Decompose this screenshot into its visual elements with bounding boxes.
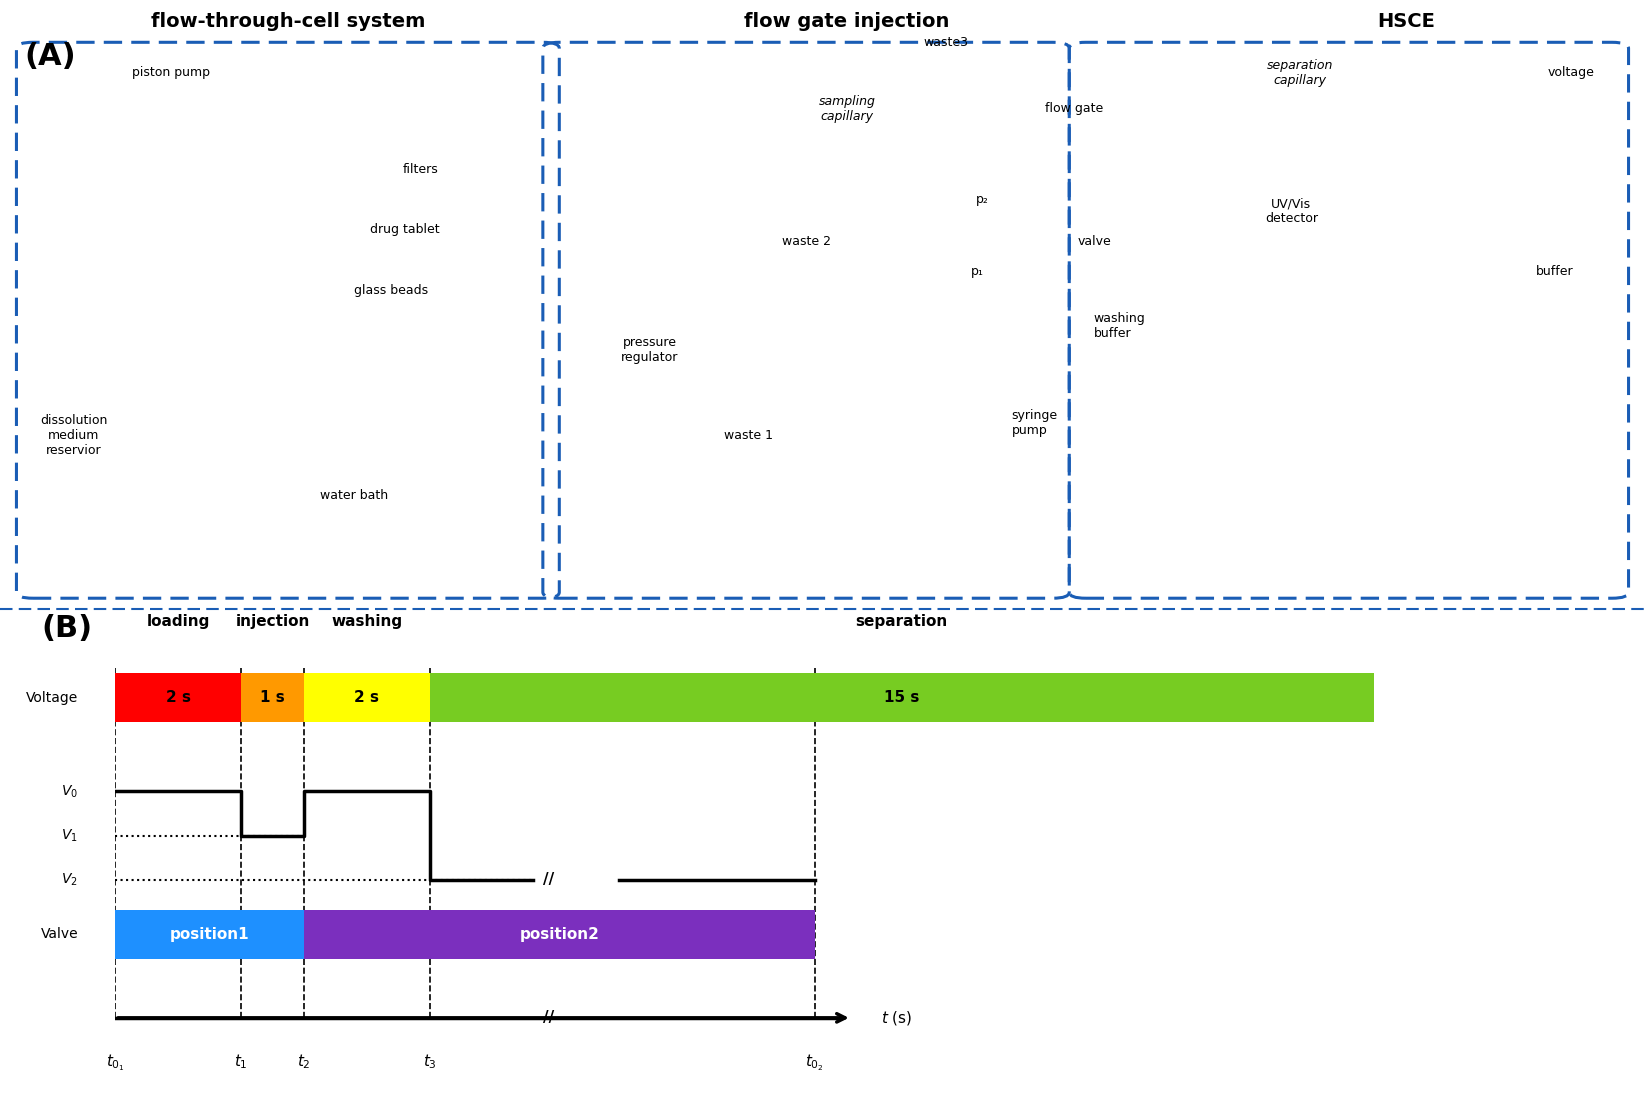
Text: separation: separation <box>855 614 948 629</box>
Text: flow-through-cell system: flow-through-cell system <box>151 12 424 31</box>
Text: separation
capillary: separation capillary <box>1267 58 1332 86</box>
Text: drug tablet: drug tablet <box>370 223 439 236</box>
Bar <box>115 910 304 959</box>
Text: 1 s: 1 s <box>260 690 285 705</box>
Text: position1: position1 <box>169 927 250 942</box>
Text: flow gate injection: flow gate injection <box>745 12 949 31</box>
Text: //: // <box>543 1010 554 1025</box>
Text: syringe
pump: syringe pump <box>1012 408 1058 438</box>
Text: dissolution
medium
reservior: dissolution medium reservior <box>41 414 107 457</box>
Text: pressure
regulator: pressure regulator <box>622 337 678 365</box>
Text: washing: washing <box>331 614 403 629</box>
Text: $V_2$: $V_2$ <box>61 872 79 888</box>
Text: Voltage: Voltage <box>26 690 79 705</box>
Text: flow gate: flow gate <box>1045 102 1102 115</box>
Text: p₂: p₂ <box>975 192 989 206</box>
Bar <box>115 674 242 723</box>
Text: (A): (A) <box>25 43 76 72</box>
Text: $t_{0_2}$: $t_{0_2}$ <box>806 1052 824 1073</box>
Text: 15 s: 15 s <box>883 690 920 705</box>
Text: $V_1$: $V_1$ <box>61 827 79 844</box>
Text: $t_{0_1}$: $t_{0_1}$ <box>105 1052 125 1073</box>
Text: valve: valve <box>1077 235 1112 248</box>
Text: $t_3$: $t_3$ <box>423 1052 436 1071</box>
Text: $V_0$: $V_0$ <box>61 783 79 800</box>
Text: HSCE: HSCE <box>1377 12 1436 31</box>
Text: $t$ (s): $t$ (s) <box>882 1009 913 1027</box>
Text: water bath: water bath <box>319 489 388 502</box>
Text: 2 s: 2 s <box>166 690 191 705</box>
Bar <box>304 910 814 959</box>
Bar <box>242 674 304 723</box>
Text: waste 1: waste 1 <box>724 429 773 442</box>
Bar <box>429 674 1374 723</box>
Text: Valve: Valve <box>41 928 79 941</box>
Text: filters: filters <box>403 162 439 176</box>
Text: waste3: waste3 <box>923 36 969 49</box>
Bar <box>304 674 429 723</box>
Text: (B): (B) <box>41 614 92 643</box>
Text: sampling
capillary: sampling capillary <box>819 95 875 123</box>
Text: waste 2: waste 2 <box>781 235 831 248</box>
Text: glass beads: glass beads <box>354 283 428 297</box>
Text: position2: position2 <box>520 927 599 942</box>
Text: 2 s: 2 s <box>354 690 380 705</box>
Text: buffer: buffer <box>1536 265 1573 279</box>
Text: p₁: p₁ <box>971 265 984 279</box>
Text: $t_1$: $t_1$ <box>234 1052 248 1071</box>
Text: UV/Vis
detector: UV/Vis detector <box>1265 197 1318 226</box>
Text: loading: loading <box>146 614 211 629</box>
Text: //: // <box>543 873 554 887</box>
Text: washing
buffer: washing buffer <box>1094 312 1145 340</box>
Text: voltage: voltage <box>1548 66 1594 79</box>
Text: injection: injection <box>235 614 309 629</box>
Text: $t_2$: $t_2$ <box>298 1052 311 1071</box>
Text: piston pump: piston pump <box>132 66 209 79</box>
